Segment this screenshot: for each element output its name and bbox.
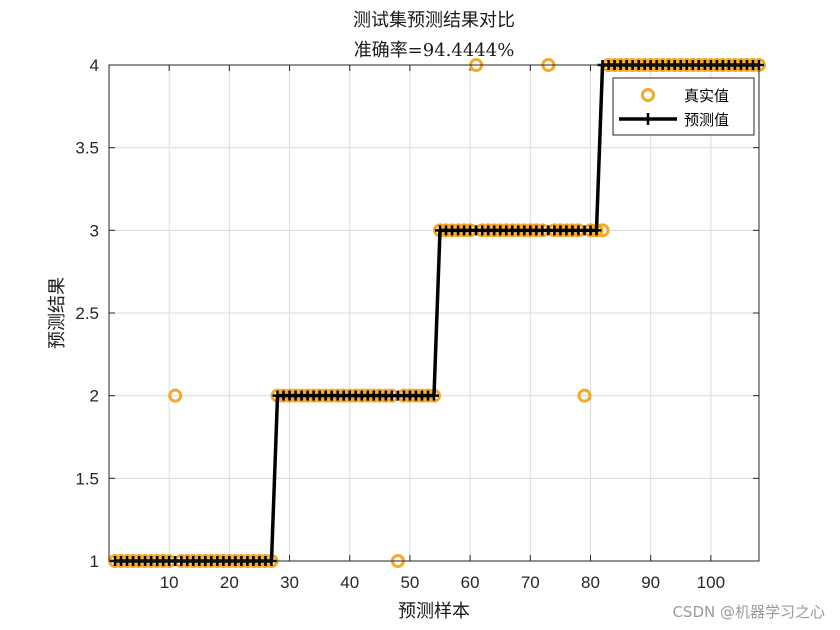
x-axis-label: 预测样本	[398, 601, 470, 622]
x-tick-label: 30	[280, 573, 299, 592]
legend-box	[612, 77, 755, 136]
y-tick-label: 2.5	[75, 304, 99, 323]
true-point	[168, 388, 183, 403]
x-tick-labels: 10 20 30 40 50 60 70 80 90 100	[160, 573, 725, 592]
x-tick-label: 20	[220, 573, 239, 592]
x-tick-label: 10	[160, 573, 179, 592]
y-tick-label: 3.5	[75, 139, 99, 158]
y-tick-label: 2	[90, 387, 99, 406]
x-tick-label: 50	[400, 573, 419, 592]
predicted-point	[429, 390, 439, 401]
chart-subtitle: 准确率=94.4444%	[354, 40, 515, 61]
y-tick-label: 4	[90, 56, 99, 75]
legend-marker-pred	[642, 113, 654, 125]
y-tick-labels: 1 1.5 2 2.5 3 3.5 4	[75, 56, 99, 571]
y-tick-label: 1.5	[75, 469, 99, 488]
true-point	[577, 388, 592, 403]
y-tick-label: 1	[90, 552, 99, 571]
x-tick-label: 80	[581, 573, 600, 592]
y-tick-label: 3	[90, 221, 99, 240]
legend-marker-true	[641, 88, 655, 102]
predicted-point	[591, 225, 602, 236]
x-tick-label: 90	[641, 573, 660, 592]
legend: 真实值 预测值	[612, 77, 755, 136]
x-tick-label: 40	[340, 573, 359, 592]
watermark: CSDN @机器学习之心	[672, 603, 825, 621]
plot-frame	[108, 64, 760, 562]
x-tick-label: 100	[697, 573, 725, 592]
chart-title: 测试集预测结果对比	[353, 10, 515, 31]
y-axis-label: 预测结果	[47, 277, 68, 349]
x-tick-label: 60	[461, 573, 480, 592]
legend-label-true: 真实值	[684, 87, 729, 105]
legend-label-pred: 预测值	[684, 111, 729, 129]
x-tick-label: 70	[521, 573, 540, 592]
